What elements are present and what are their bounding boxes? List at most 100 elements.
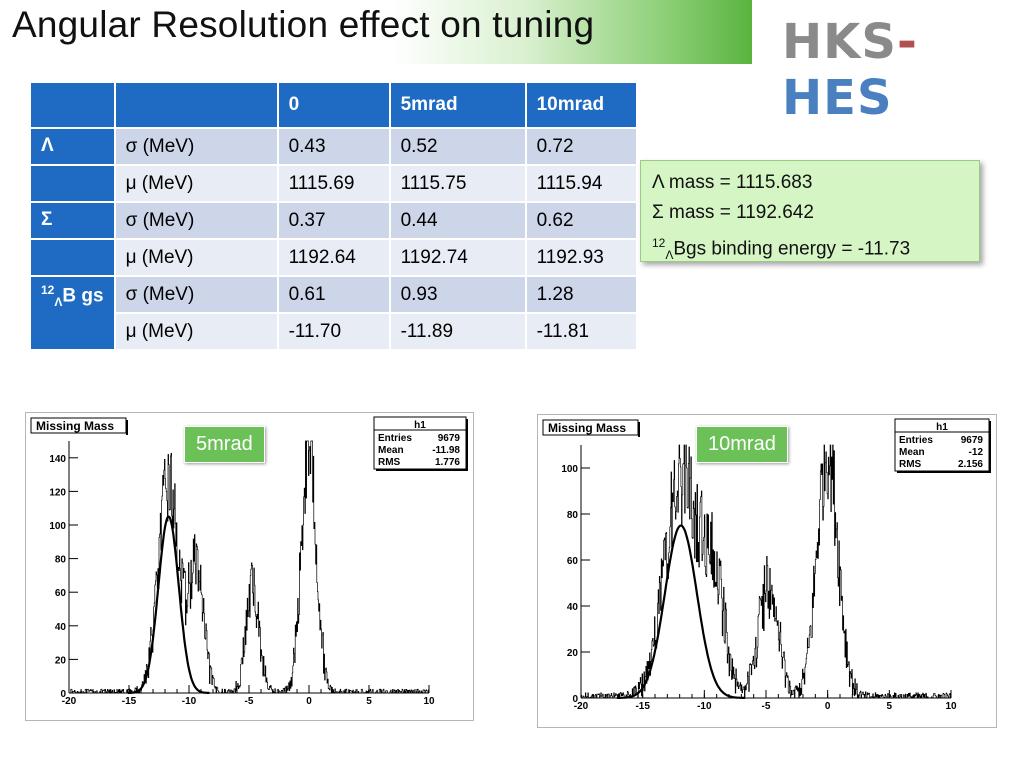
group-label-sigma: Σ (29, 201, 116, 240)
stats-label: Mean (899, 447, 925, 458)
badge-5mrad: 5mrad (184, 426, 265, 463)
x-tick-label: -10 (697, 701, 712, 712)
header-cell: 0 (276, 81, 391, 129)
x-tick-label: 0 (306, 696, 312, 707)
stats-label: RMS (899, 459, 922, 470)
gaussian-fit-curve (127, 515, 210, 694)
stats-label: Entries (378, 433, 412, 444)
stats-label: RMS (378, 457, 401, 468)
logo-part-hes: HES (782, 70, 893, 126)
value-cell: 0.72 (524, 127, 638, 166)
badge-10mrad: 10mrad (696, 426, 788, 463)
value-cell: 1192.64 (276, 238, 391, 277)
value-cell: 0.37 (276, 201, 391, 240)
x-tick-label: 10 (945, 701, 957, 712)
value-cell: -11.89 (388, 312, 527, 351)
y-tick-label: 140 (49, 454, 66, 465)
y-tick-label: 40 (55, 622, 67, 633)
chart-title-box: Missing Mass (542, 419, 640, 437)
stats-value: 2.156 (958, 459, 983, 470)
histogram-series (581, 444, 951, 699)
value-cell: 1115.75 (388, 164, 527, 203)
param-cell: σ (MeV) (113, 127, 279, 166)
page-title: Angular Resolution effect on tuning (12, 4, 595, 45)
header-cell: 10mrad (524, 81, 638, 129)
value-cell: -11.70 (276, 312, 391, 351)
table-header-row: 0 5mrad 10mrad (29, 81, 638, 129)
stats-label: Mean (378, 445, 404, 456)
y-tick-label: 100 (561, 464, 578, 475)
chart-title: Missing Mass (36, 419, 114, 433)
value-cell: 0.62 (524, 201, 638, 240)
lambda-mass-text: Λ mass = 1115.683 (652, 172, 813, 193)
value-cell: 0.52 (388, 127, 527, 166)
histogram-panel-10mrad: Missing Mass h1 Entries 9679 Mean -12 RMS 2.156… (537, 414, 997, 728)
x-tick-label: -20 (62, 696, 77, 707)
stats-value: 1.776 (435, 457, 460, 468)
x-tick-label: 0 (825, 701, 831, 712)
value-cell: -11.81 (524, 312, 638, 351)
param-cell: μ (MeV) (113, 312, 279, 351)
table-row: μ (MeV) -11.70 -11.89 -11.81 (30, 312, 638, 351)
y-tick-label: 60 (567, 556, 579, 567)
table-row: 12ΛB gs σ (MeV) 0.61 0.93 1.28 (29, 275, 638, 351)
table-row: Σ σ (MeV) 0.37 0.44 0.62 (29, 201, 638, 240)
y-tick-label: 0 (572, 694, 578, 705)
logo-part-hks: HKS (782, 14, 897, 70)
value-cell: 1192.74 (388, 238, 527, 277)
x-tick-label: 5 (366, 696, 372, 707)
param-cell: μ (MeV) (113, 164, 279, 203)
y-tick-label: 0 (60, 689, 66, 700)
param-cell: σ (MeV) (113, 275, 279, 314)
group-label-hypernucleus: 12ΛB gs (29, 275, 116, 351)
sigma-mass-text: Σ mass = 1192.642 (652, 202, 814, 223)
table-row: μ (MeV) 1115.69 1115.75 1115.94 (29, 164, 638, 203)
stats-value: 9679 (438, 433, 461, 444)
header-cell (113, 81, 279, 129)
value-cell: 1.28 (524, 275, 638, 314)
group-label-lambda: Λ (29, 127, 116, 166)
group-label-blank (29, 164, 116, 203)
value-cell: 1192.93 (524, 238, 638, 277)
y-tick-label: 80 (567, 510, 579, 521)
x-tick-label: -5 (762, 701, 771, 712)
y-tick-label: 100 (49, 521, 66, 532)
value-cell: 0.44 (388, 201, 527, 240)
y-tick-label: 20 (567, 648, 579, 659)
x-tick-label: 5 (887, 701, 893, 712)
table-row: μ (MeV) 1192.64 1192.74 1192.93 (29, 238, 638, 277)
param-cell: μ (MeV) (113, 238, 279, 277)
histogram-series (69, 440, 429, 694)
y-tick-label: 40 (567, 602, 579, 613)
table-row: Λ σ (MeV) 0.43 0.52 0.72 (29, 127, 638, 166)
title-bar (0, 0, 752, 64)
x-tick-label: -15 (635, 701, 650, 712)
chart-title-box: Missing Mass (30, 417, 128, 435)
stats-label: Entries (899, 435, 933, 446)
resolution-table: 0 5mrad 10mrad Λ σ (MeV) 0.43 0.52 0.72 … (29, 81, 638, 351)
histogram-panel-5mrad: Missing Mass h1 Entries 9679 Mean -11.98 RMS 1.… (25, 412, 474, 721)
y-tick-label: 80 (55, 555, 67, 566)
header-cell: 5mrad (388, 81, 527, 129)
value-cell: 1115.94 (524, 164, 638, 203)
reference-values-box: Λ mass = 1115.683 Σ mass = 1192.642 12ΛB… (640, 160, 980, 262)
x-tick-label: -20 (574, 701, 589, 712)
logo-part-dash: - (896, 14, 918, 70)
value-cell: 1115.69 (276, 164, 391, 203)
stats-value: -12 (969, 447, 984, 458)
stats-value: 9679 (961, 435, 984, 446)
value-cell: 0.93 (388, 275, 527, 314)
param-cell: σ (MeV) (113, 201, 279, 240)
x-tick-label: 10 (423, 696, 435, 707)
stats-value: -11.98 (432, 445, 460, 456)
x-tick-label: -15 (122, 696, 137, 707)
value-cell: 0.43 (276, 127, 391, 166)
y-tick-label: 60 (55, 588, 67, 599)
hks-hes-logo: HKS-HES (782, 14, 1024, 126)
x-tick-label: -10 (182, 696, 197, 707)
value-cell: 0.61 (276, 275, 391, 314)
header-cell (29, 81, 116, 129)
